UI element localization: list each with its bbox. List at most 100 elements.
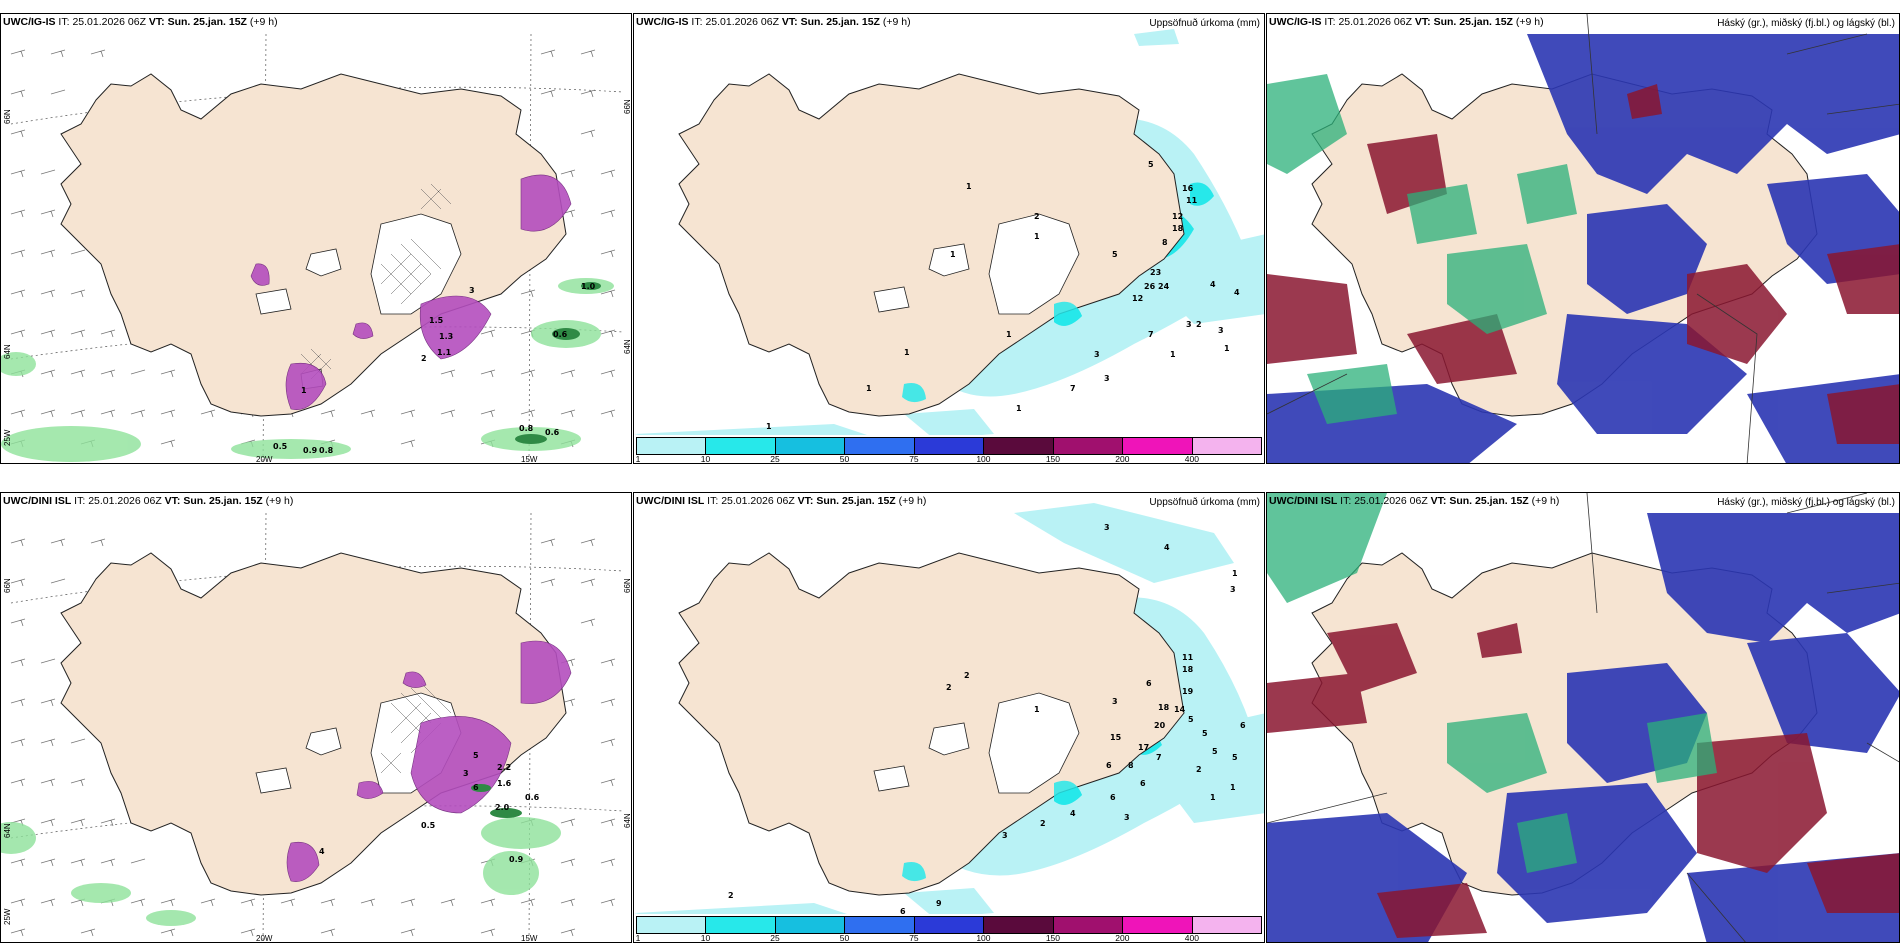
value-label: 0.5 — [273, 442, 288, 451]
legend-label: 100 — [976, 454, 991, 464]
value-label: 7 — [1070, 384, 1076, 393]
value-label: 3 — [1104, 374, 1110, 383]
legend-label: 25 — [770, 454, 780, 464]
precip-map — [634, 14, 1264, 463]
legend-label: 400 — [1184, 454, 1199, 464]
legend-label: 50 — [839, 454, 850, 464]
value-label: 0.8 — [519, 424, 534, 433]
value-label: 2 — [1196, 765, 1202, 774]
value-label: 3 — [1124, 813, 1130, 822]
legend-swatch — [984, 438, 1054, 454]
value-label: 8 — [1162, 238, 1168, 247]
wind-map — [1, 14, 631, 463]
value-label: 4 — [1164, 543, 1170, 552]
legend-swatch — [1192, 917, 1261, 933]
legend-swatch — [1053, 917, 1124, 933]
value-label: 5 — [1188, 715, 1194, 724]
value-label: 5 — [1232, 753, 1238, 762]
value-label: 6 — [1106, 761, 1112, 770]
precip-map — [634, 493, 1264, 942]
legend-swatch — [914, 438, 985, 454]
value-label: 2 — [964, 671, 970, 680]
value-label: 4 — [1210, 280, 1216, 289]
value-label: 1 — [1230, 783, 1236, 792]
cloud-panel-2: UWC/DINI ISL IT: 25.01.2026 06Z VT: Sun.… — [1266, 492, 1900, 943]
value-label: 23 — [1150, 268, 1162, 277]
legend-label: 200 — [1115, 933, 1130, 943]
axis-lat-label: 66N — [3, 578, 12, 593]
value-label: 1 — [1016, 404, 1022, 413]
value-label: 16 — [1182, 184, 1194, 193]
legend-label: 100 — [976, 933, 991, 943]
value-label: 5 — [1112, 250, 1118, 259]
value-label: 0.6 — [525, 793, 540, 802]
value-label: 14 — [1174, 705, 1186, 714]
value-label: 26 — [1144, 282, 1156, 291]
value-label: 0.9 — [509, 855, 524, 864]
axis-lon-label: 20W — [256, 455, 273, 464]
value-label: 1 — [766, 422, 772, 431]
value-label: 6 — [900, 907, 906, 916]
value-label: 3 — [463, 769, 469, 778]
value-label: 6 — [1240, 721, 1246, 730]
value-label: 1 — [1232, 569, 1238, 578]
cloud-map — [1267, 14, 1899, 463]
value-label: 12 — [1132, 294, 1144, 303]
value-label: 0.8 — [319, 446, 334, 455]
legend-swatch — [706, 917, 776, 933]
value-label: 3 — [1094, 350, 1100, 359]
legend-label: 50 — [839, 933, 850, 943]
legend-label: 1 — [635, 933, 641, 943]
panel-header: UWC/DINI ISL IT: 25.01.2026 06Z VT: Sun.… — [636, 495, 927, 507]
axis-lat-label: 66N — [623, 578, 632, 593]
panel-title: Uppsöfnuð úrkoma (mm) — [1149, 18, 1260, 29]
value-label: 2.2 — [497, 763, 512, 772]
wind-map — [1, 493, 631, 942]
wind-precip-panel-2: UWC/DINI ISL IT: 25.01.2026 06Z VT: Sun.… — [0, 492, 632, 943]
precip-panel-1: UWC/IG-IS IT: 25.01.2026 06Z VT: Sun. 25… — [633, 13, 1265, 464]
value-label: 2 — [1040, 819, 1046, 828]
legend-swatch — [845, 438, 915, 454]
legend-label: 150 — [1045, 933, 1060, 943]
value-label: 18 — [1158, 703, 1170, 712]
legend-swatch — [984, 917, 1054, 933]
value-label: 0.6 — [553, 330, 568, 339]
axis-lat-label: 64N — [623, 813, 632, 828]
axis-lon-label: 25W — [3, 908, 12, 925]
value-label: 3 — [1112, 697, 1118, 706]
value-label: 1 — [904, 348, 910, 357]
value-label: 5 — [1212, 747, 1218, 756]
value-label: 11 — [1186, 196, 1198, 205]
value-label: 3 — [1104, 523, 1110, 532]
value-label: 6 — [1110, 793, 1116, 802]
value-label: 6 — [473, 783, 479, 792]
value-label: 12 — [1172, 212, 1184, 221]
panel-header: UWC/DINI ISL IT: 25.01.2026 06Z VT: Sun.… — [3, 495, 294, 507]
value-label: 0.5 — [421, 821, 436, 830]
legend-swatch — [706, 438, 776, 454]
value-label: 0.9 — [303, 446, 318, 455]
cloud-map — [1267, 493, 1899, 942]
cloud-panel-1: UWC/IG-IS IT: 25.01.2026 06Z VT: Sun. 25… — [1266, 13, 1900, 464]
legend-swatch — [1123, 438, 1193, 454]
value-label: 2.0 — [495, 803, 510, 812]
value-label: 6 — [1140, 779, 1146, 788]
axis-lon-label: 25W — [3, 429, 12, 446]
legend-label: 200 — [1115, 454, 1130, 464]
value-label: 1 — [1034, 232, 1040, 241]
value-label: 3 — [469, 286, 475, 295]
value-label: 4 — [319, 847, 325, 856]
legend-label: 75 — [909, 454, 919, 464]
legend-label: 75 — [909, 933, 919, 943]
value-label: 5 — [473, 751, 479, 760]
value-label: 2 — [1196, 320, 1202, 329]
panel-header: UWC/IG-IS IT: 25.01.2026 06Z VT: Sun. 25… — [3, 16, 278, 28]
value-label: 1 — [1170, 350, 1176, 359]
value-label: 5 — [1148, 160, 1154, 169]
value-label: 1 — [966, 182, 972, 191]
panel-header: UWC/IG-IS IT: 25.01.2026 06Z VT: Sun. 25… — [636, 16, 911, 28]
value-label: 7 — [1148, 330, 1154, 339]
value-label: 4 — [1070, 809, 1076, 818]
value-label: 2 — [1034, 212, 1040, 221]
value-label: 17 — [1138, 743, 1150, 752]
